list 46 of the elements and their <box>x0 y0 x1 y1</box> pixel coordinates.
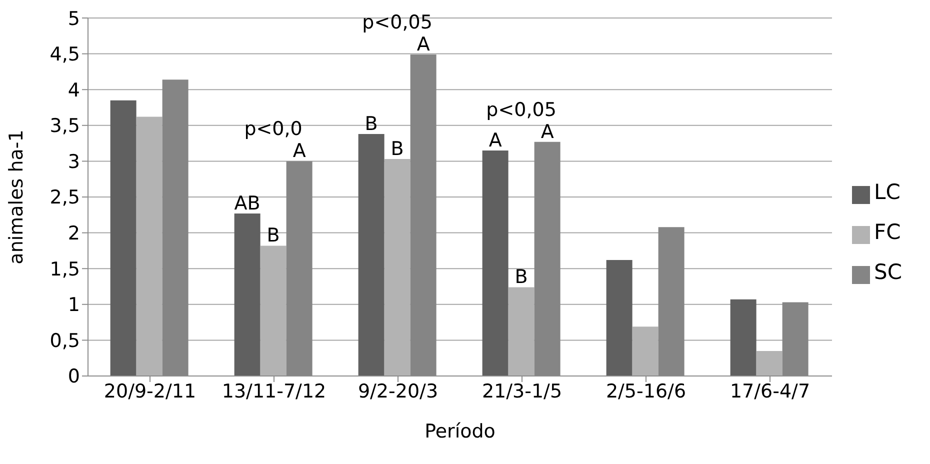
y-tick-label: 4,5 <box>50 44 80 66</box>
annotation: B <box>514 266 528 288</box>
bar <box>234 213 260 376</box>
x-tick-label: 9/2-20/3 <box>358 380 438 402</box>
y-tick-label: 2,5 <box>50 186 80 209</box>
annotation: A <box>540 120 554 143</box>
annotation: B <box>390 138 404 160</box>
legend-label: LC <box>874 180 900 204</box>
x-tick-label: 20/9-2/11 <box>104 380 196 402</box>
y-tick-label: 0 <box>68 366 80 388</box>
y-tick-label: 0,5 <box>50 330 80 352</box>
y-tick-label: 3 <box>68 150 80 173</box>
annotation: B <box>266 224 280 247</box>
bar <box>730 299 756 376</box>
bar <box>482 150 508 376</box>
x-tick-label: 13/11-7/12 <box>222 380 326 402</box>
legend-label: SC <box>874 260 902 284</box>
bar <box>508 287 534 376</box>
x-tick-label: 17/6-4/7 <box>730 380 810 402</box>
annotation: A <box>488 129 502 152</box>
bar <box>136 116 162 376</box>
annotation: AB <box>234 192 260 214</box>
bar <box>358 134 384 376</box>
annotation: A <box>292 140 306 162</box>
annotation: p<0,0 <box>244 118 302 140</box>
annotation: p<0,05 <box>362 12 432 34</box>
bar <box>606 260 632 376</box>
y-axis-title: animales ha-1 <box>6 130 28 264</box>
x-axis-title: Período <box>424 420 496 442</box>
annotation: p<0,05 <box>486 98 556 121</box>
y-tick-label: 4 <box>68 79 80 102</box>
y-tick-label: 3,5 <box>50 115 80 138</box>
bar <box>384 159 410 376</box>
x-tick-label: 21/3-1/5 <box>482 380 562 402</box>
y-tick-label: 2 <box>68 222 80 245</box>
x-tick-label: 2/5-16/6 <box>606 380 686 402</box>
legend-label: FC <box>874 220 901 244</box>
y-tick-label: 1,5 <box>50 258 80 280</box>
annotation: B <box>364 112 378 135</box>
bar <box>260 246 286 376</box>
y-tick-label: 5 <box>68 8 80 30</box>
bar <box>632 326 658 376</box>
y-tick-label: 1 <box>68 294 80 316</box>
bar <box>756 350 782 376</box>
bar <box>110 100 136 376</box>
annotation: A <box>416 34 430 56</box>
